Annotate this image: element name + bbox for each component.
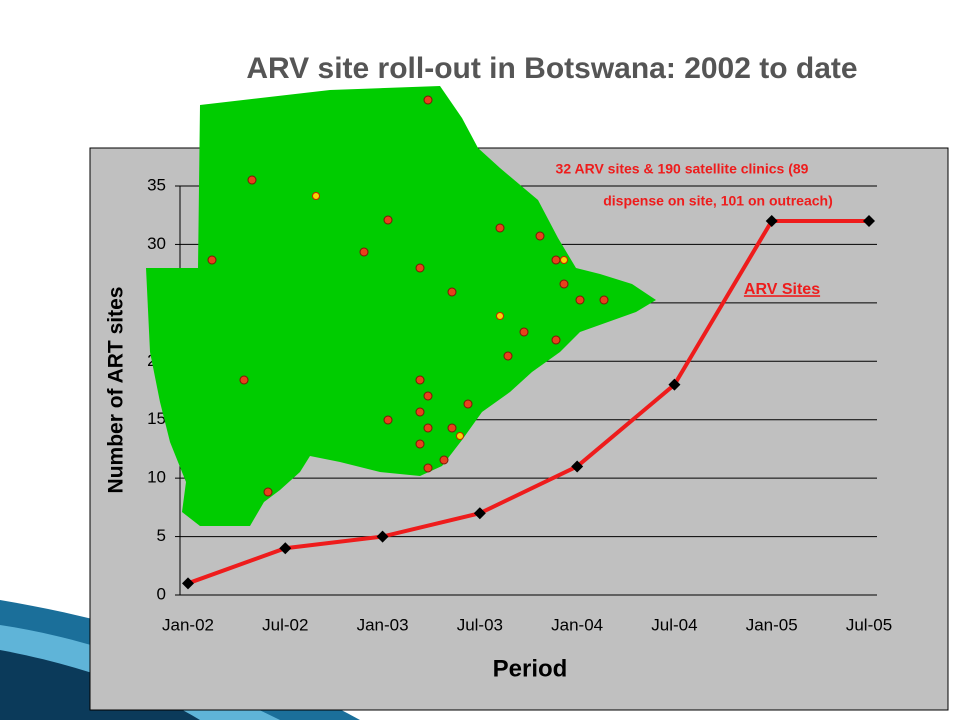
- data-point: [863, 215, 875, 228]
- y-axis-label: Number of ART sites: [105, 287, 128, 494]
- series-label: ARV Sites: [744, 281, 820, 298]
- x-tick-label: Jan-02: [162, 615, 214, 634]
- x-tick-label: Jul-05: [846, 615, 892, 634]
- y-tick-label: 10: [147, 468, 166, 487]
- data-point: [279, 542, 292, 555]
- series-line: [187, 219, 869, 586]
- y-tick-label: 35: [147, 175, 166, 194]
- data-point: [765, 215, 778, 228]
- data-point: [473, 507, 486, 520]
- x-tick-label: Jul-03: [457, 615, 503, 634]
- botswana-map: [146, 86, 656, 526]
- x-tick-label: Jan-03: [357, 615, 409, 634]
- y-tick-label: 30: [147, 234, 166, 253]
- x-tick-label: Jan-05: [746, 615, 798, 634]
- x-axis-label: Period: [493, 655, 568, 682]
- annotation: dispense on site, 101 on outreach): [603, 193, 833, 209]
- y-tick-label: 5: [157, 526, 166, 545]
- data-point: [668, 378, 681, 391]
- x-tick-label: Jul-02: [262, 615, 308, 634]
- x-tick-label: Jul-04: [651, 615, 697, 634]
- y-tick-label: 15: [147, 409, 166, 428]
- data-point: [571, 460, 584, 473]
- data-point: [376, 530, 389, 543]
- plot: Jan-02 Jul-02 Jan-03 Jul-03 Jan-04 Jul-04 Jan-…: [162, 215, 892, 634]
- title: ARV site roll-out in Botswana: 2002 to d…: [246, 52, 857, 85]
- x-tick-label: Jan-04: [551, 615, 603, 634]
- y-tick-label: 0: [157, 584, 166, 603]
- data-point: [182, 577, 194, 590]
- annotation: 32 ARV sites & 190 satellite clinics (89: [556, 161, 809, 177]
